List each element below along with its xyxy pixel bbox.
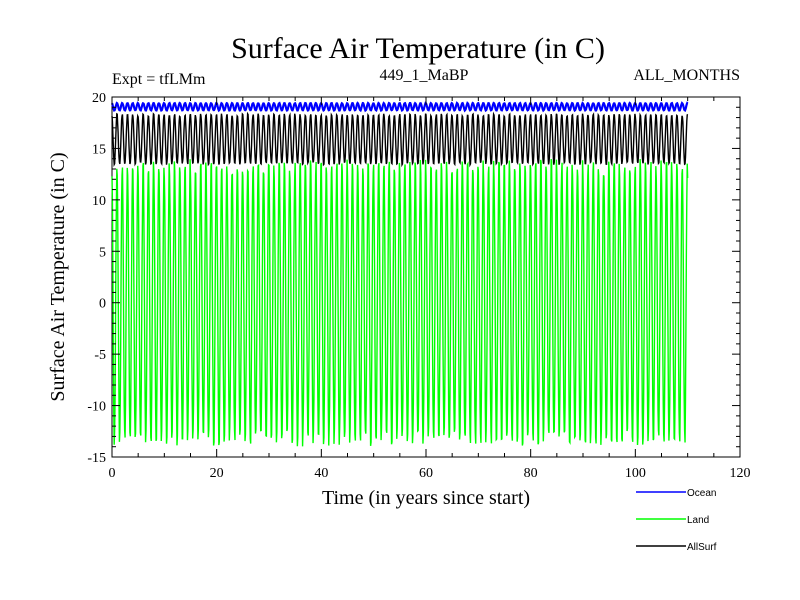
legend-label-ocean: Ocean <box>687 488 716 499</box>
x-tick-label: 60 <box>419 466 433 481</box>
subtitle-expt: Expt = tfLMm <box>112 71 206 88</box>
legend-label-land: Land <box>687 515 709 526</box>
chart-title: Surface Air Temperature (in C) <box>231 32 605 65</box>
subtitle-months: ALL_MONTHS <box>633 67 740 84</box>
series-line-ocean <box>110 101 689 113</box>
x-tick-label: 0 <box>109 466 116 481</box>
y-tick-label: -15 <box>87 451 106 466</box>
y-tick-label: -10 <box>87 400 106 415</box>
series-layer <box>110 101 689 447</box>
x-tick-label: 40 <box>314 466 328 481</box>
y-tick-label: 20 <box>92 91 106 106</box>
legend: Ocean Land AllSurf <box>636 488 717 553</box>
x-axis-label: Time (in years since start) <box>322 487 530 509</box>
legend-label-allsurf: AllSurf <box>687 542 717 553</box>
y-tick-label: -5 <box>94 348 106 363</box>
subtitle-period: 449_1_MaBP <box>380 67 469 84</box>
series-line-allsurf <box>111 111 689 168</box>
y-axis-label: Surface Air Temperature (in C) <box>47 152 69 401</box>
y-tick-label: 0 <box>99 297 106 312</box>
y-tick-label: 5 <box>99 245 106 260</box>
x-tick-label: 100 <box>625 466 646 481</box>
x-tick-label: 80 <box>524 466 538 481</box>
series-line-land <box>111 158 689 447</box>
plot-frame <box>111 96 741 458</box>
tick-layer: 0 20 40 60 80 100 120 -15 -10 -5 0 5 10 15 20 <box>87 91 750 481</box>
y-tick-label: 15 <box>92 142 106 157</box>
x-tick-label: 20 <box>210 466 224 481</box>
x-tick-label: 120 <box>730 466 751 481</box>
y-tick-label: 10 <box>92 194 106 209</box>
